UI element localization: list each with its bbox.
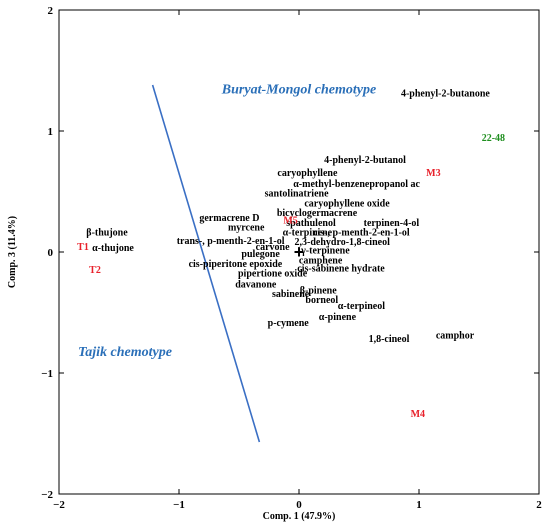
point-label: carvone [256, 242, 290, 253]
point-label: caryophyllene oxide [304, 198, 390, 209]
x-axis-title: Comp. 1 (47.9%) [263, 511, 336, 522]
plot-axes: −2 −1 0 1 2 −2 −1 0 1 2 + [41, 5, 542, 511]
point-label: pipertione oxide [238, 269, 308, 280]
point-label: α-thujone [92, 243, 134, 254]
x-tick-label: 2 [536, 499, 542, 511]
point-label: 2,3-dehydro-1,8-cineol [295, 237, 391, 248]
point-label: 22-48 [482, 133, 505, 144]
y-tick-label: 2 [48, 5, 54, 17]
point-label: p-cymene [268, 318, 310, 329]
point-label: camphor [436, 330, 475, 341]
y-tick-label: 0 [48, 247, 54, 259]
point-label: 4-phenyl-2-butanol [324, 155, 406, 166]
divider-line [151, 84, 261, 443]
point-label: α-pinene [319, 312, 357, 323]
point-label: α-methyl-benzenepropanol ac [293, 179, 420, 190]
point-label: 1,8-cineol [369, 334, 410, 345]
point-label: cis-piperitone epoxide [189, 259, 283, 270]
point-label: M4 [411, 409, 425, 420]
point-label: M3 [426, 168, 440, 179]
point-label: spathulenol [286, 218, 336, 229]
point-label: cis-, p-menth-2-en-1-ol [313, 227, 410, 238]
y-tick-label: −1 [41, 368, 53, 380]
point-label: cis-sabinene hydrate [297, 264, 385, 275]
y-tick-label: 1 [48, 126, 54, 138]
point-label: santolinatriene [265, 189, 329, 200]
point-label: myrcene [228, 223, 265, 234]
point-label: borneol [305, 295, 338, 306]
chemotype-label: Tajik chemotype [78, 345, 172, 360]
y-tick-label: −2 [41, 489, 53, 501]
point-label: T2 [89, 265, 101, 276]
point-label: β-pinene [300, 286, 338, 297]
chemotype-label: Buryat-Mongol chemotype [221, 83, 376, 98]
point-label: sabinene [272, 289, 310, 300]
point-label: davanone [235, 279, 277, 290]
point-labels: 4-phenyl-2-butanone 22-48 4-phenyl-2-butan… [77, 88, 505, 420]
point-label: camphene [299, 255, 343, 266]
point-label: 4-phenyl-2-butanone [401, 88, 490, 99]
point-label: trans-, p-menth-2-en-1-ol [177, 236, 285, 247]
x-tick-label: 1 [416, 499, 422, 511]
y-axis-title: Comp. 3 (11.4%) [7, 216, 18, 288]
point-label: α-terpineol [338, 301, 385, 312]
x-tick-label: −2 [53, 499, 65, 511]
point-label: β-thujone [86, 227, 128, 238]
point-label: γ-terpinene [300, 246, 350, 257]
point-label: M5 [283, 215, 297, 226]
point-label: T1 [77, 242, 89, 253]
x-tick-label: −1 [173, 499, 185, 511]
point-label: caryophyllene [277, 168, 338, 179]
origin-marker: + [294, 242, 305, 262]
x-tick-label: 0 [296, 499, 302, 511]
point-label: terpinen-4-ol [364, 218, 420, 229]
chemotype-divider [151, 84, 261, 443]
chemotype-labels: Buryat-Mongol chemotype Tajik chemotype [78, 83, 376, 361]
point-label: germacrene D [199, 213, 259, 224]
point-label: pulegone [241, 249, 280, 260]
point-label: α-terpinene [283, 227, 333, 238]
point-label: bicyclogermacrene [277, 208, 358, 219]
